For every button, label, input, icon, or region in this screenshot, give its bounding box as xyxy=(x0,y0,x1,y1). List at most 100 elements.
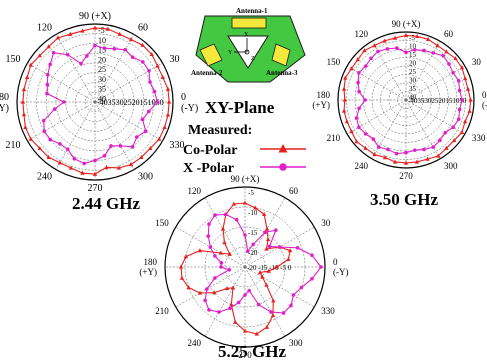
data-point-co-polar xyxy=(231,201,237,206)
data-point-x-polar xyxy=(395,46,399,50)
data-point-x-polar xyxy=(291,293,296,297)
data-point-x-polar xyxy=(109,144,113,148)
data-point-co-polar xyxy=(452,138,457,143)
radial-tick-label: -15 xyxy=(248,229,258,237)
angle-label: 0(-Y) xyxy=(333,257,349,277)
angle-label: 210 xyxy=(6,140,21,151)
data-point-x-polar xyxy=(404,150,408,155)
data-point-x-polar xyxy=(219,261,224,265)
data-point-co-polar xyxy=(166,99,172,104)
data-point-x-polar xyxy=(146,109,151,114)
data-point-x-polar xyxy=(207,222,211,226)
data-point-x-polar xyxy=(236,300,241,305)
data-point-x-polar xyxy=(141,60,145,64)
data-point-co-polar xyxy=(254,331,259,336)
data-point-co-polar xyxy=(23,124,28,130)
angle-label: 330 xyxy=(472,133,486,143)
angle-label: 210 xyxy=(327,133,341,143)
radial-axis-ticks: -4035302520151050 xyxy=(408,97,467,105)
antenna-2-label: Antenna-2 xyxy=(191,69,223,77)
data-point-x-polar xyxy=(357,106,361,111)
data-point-co-polar xyxy=(165,112,171,117)
data-point-x-polar xyxy=(295,246,300,250)
angle-label: 150 xyxy=(327,57,341,67)
radial-tick-label: 10 xyxy=(98,36,106,45)
data-point-co-polar xyxy=(165,86,171,91)
data-point-co-polar xyxy=(28,136,33,141)
data-point-x-polar xyxy=(72,157,77,161)
angle-label: 120 xyxy=(188,186,202,196)
grid-spoke xyxy=(94,34,135,103)
data-point-co-polar xyxy=(212,290,217,295)
data-point-x-polar xyxy=(112,47,117,51)
data-point-x-polar xyxy=(243,293,247,297)
axis-label-z: Z xyxy=(251,56,255,62)
radial-tick-label: -5 xyxy=(98,26,105,35)
data-point-co-polar xyxy=(355,57,360,62)
grid-spoke xyxy=(55,34,96,103)
data-point-co-polar xyxy=(344,119,350,124)
data-point-x-polar xyxy=(85,54,89,58)
series-line-co-polar xyxy=(180,202,291,335)
grid-spoke xyxy=(346,99,407,135)
data-point-x-polar xyxy=(354,116,359,120)
grid-spoke xyxy=(405,99,441,160)
data-point-co-polar xyxy=(264,282,269,287)
data-point-co-polar xyxy=(341,108,347,113)
data-point-co-polar xyxy=(253,205,258,210)
data-point-x-polar xyxy=(62,100,66,104)
data-point-co-polar xyxy=(349,66,354,71)
grid-spoke xyxy=(405,40,441,101)
data-point-x-polar xyxy=(203,298,207,303)
data-point-co-polar xyxy=(265,237,271,242)
caption-2-44-ghz: 2.44 GHz xyxy=(72,194,140,213)
data-point-co-polar xyxy=(444,145,449,150)
data-point-x-polar xyxy=(369,56,373,61)
antenna-1-element xyxy=(231,17,267,29)
data-point-co-polar xyxy=(21,87,27,92)
data-point-co-polar xyxy=(68,165,74,170)
angle-label: 270 xyxy=(238,350,252,360)
data-point-co-polar xyxy=(261,211,267,217)
data-point-co-polar xyxy=(459,129,465,134)
data-point-co-polar xyxy=(183,254,189,259)
data-point-co-polar xyxy=(382,155,388,160)
angle-label: 210 xyxy=(155,306,169,316)
data-point-co-polar xyxy=(46,44,51,49)
data-point-x-polar xyxy=(206,234,211,238)
data-point-co-polar xyxy=(468,97,473,102)
data-point-x-polar xyxy=(299,285,304,290)
data-point-x-polar xyxy=(363,98,368,102)
angle-label: 120 xyxy=(355,29,369,39)
angle-label: 60 xyxy=(289,186,299,196)
data-point-co-polar xyxy=(287,248,293,253)
data-point-co-polar xyxy=(230,285,236,290)
data-point-x-polar xyxy=(456,79,461,83)
data-point-co-polar xyxy=(149,51,154,57)
angle-label: 60 xyxy=(444,29,454,39)
data-point-co-polar xyxy=(46,154,51,159)
angle-label: 270 xyxy=(88,183,103,194)
data-point-x-polar xyxy=(363,64,368,68)
data-point-co-polar xyxy=(55,35,61,40)
radial-tick-label: 35 xyxy=(98,85,106,94)
data-point-x-polar xyxy=(447,62,451,66)
data-point-co-polar xyxy=(354,139,359,144)
data-point-x-polar xyxy=(48,137,52,142)
data-point-co-polar xyxy=(148,145,153,151)
data-point-x-polar xyxy=(394,151,399,156)
angle-label: 30 xyxy=(321,218,331,228)
data-point-x-polar xyxy=(438,138,442,143)
axis-label-y: Y xyxy=(228,50,233,56)
data-point-x-polar xyxy=(135,135,139,139)
data-point-x-polar xyxy=(310,253,314,257)
data-point-x-polar xyxy=(217,310,221,314)
data-point-co-polar xyxy=(25,74,30,80)
data-point-co-polar xyxy=(116,165,122,170)
legend-swatches xyxy=(260,144,306,171)
data-point-co-polar xyxy=(403,33,409,38)
data-point-co-polar xyxy=(342,97,347,102)
data-point-x-polar xyxy=(356,80,360,85)
data-point-x-polar xyxy=(219,265,223,269)
